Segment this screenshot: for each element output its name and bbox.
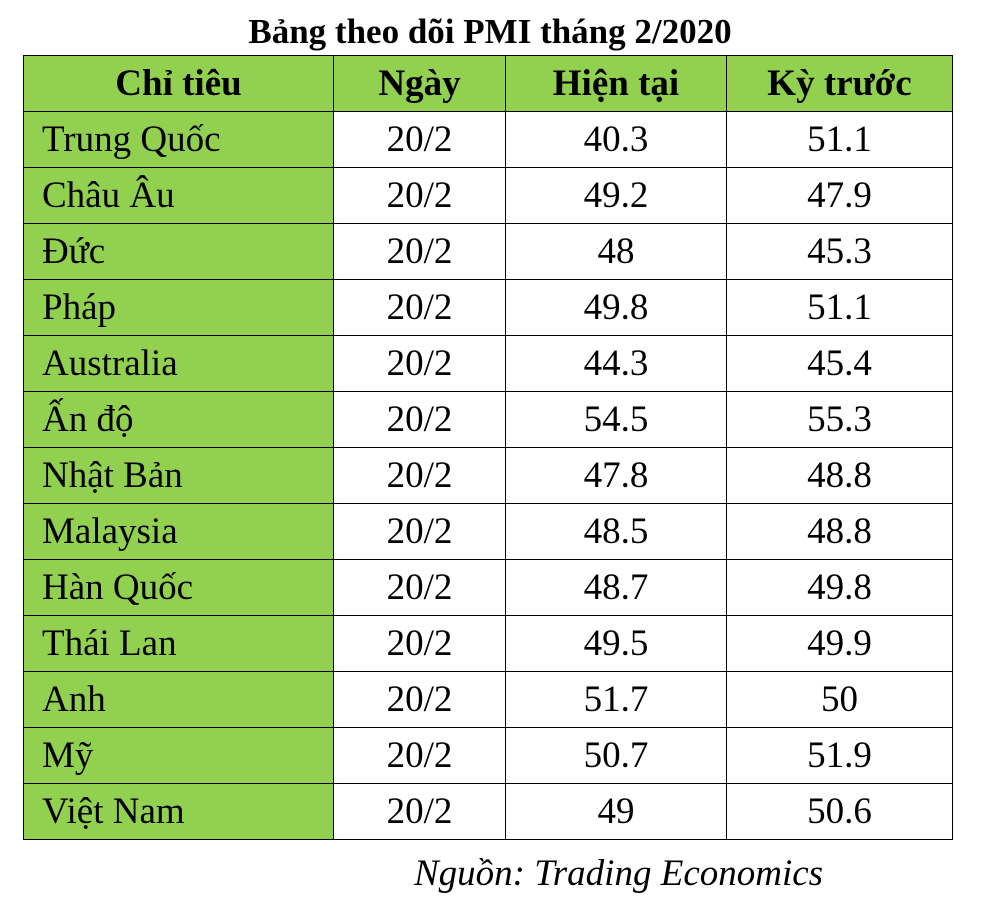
previous-value: 51.1 (726, 111, 953, 168)
country-name: Malaysia (23, 503, 334, 560)
previous-value: 49.8 (726, 559, 953, 616)
current-value: 48 (505, 223, 727, 280)
country-name: Pháp (23, 279, 334, 336)
table-row: Hàn Quốc 20/2 48.7 49.8 (23, 559, 953, 616)
current-value: 40.3 (505, 111, 727, 168)
current-value: 49.8 (505, 279, 727, 336)
date-cell: 20/2 (333, 559, 506, 616)
source-note: Nguồn: Trading Economics (414, 853, 824, 894)
previous-value: 50.6 (726, 783, 953, 840)
table-row: Mỹ 20/2 50.7 51.9 (23, 727, 953, 784)
table-row: Thái Lan 20/2 49.5 49.9 (23, 615, 953, 672)
previous-value: 47.9 (726, 167, 953, 224)
current-value: 49.5 (505, 615, 727, 672)
date-cell: 20/2 (333, 111, 506, 168)
previous-value: 51.9 (726, 727, 953, 784)
previous-value: 48.8 (726, 503, 953, 560)
country-name: Đức (23, 223, 334, 280)
date-cell: 20/2 (333, 727, 506, 784)
table-row: Malaysia 20/2 48.5 48.8 (23, 503, 953, 560)
current-value: 51.7 (505, 671, 727, 728)
header-previous: Kỳ trước (726, 55, 953, 112)
current-value: 49 (505, 783, 727, 840)
country-name: Việt Nam (23, 783, 334, 840)
current-value: 50.7 (505, 727, 727, 784)
country-name: Hàn Quốc (23, 559, 334, 616)
table-row: Việt Nam 20/2 49 50.6 (23, 783, 953, 840)
table-row: Đức 20/2 48 45.3 (23, 223, 953, 280)
table-title: Bảng theo dõi PMI tháng 2/2020 (248, 12, 732, 51)
header-row: Chỉ tiêu Ngày Hiện tại Kỳ trước (23, 55, 953, 112)
country-name: Mỹ (23, 727, 334, 784)
header-current: Hiện tại (505, 55, 727, 112)
country-name: Anh (23, 671, 334, 728)
previous-value: 49.9 (726, 615, 953, 672)
table-row: Australia 20/2 44.3 45.4 (23, 335, 953, 392)
date-cell: 20/2 (333, 391, 506, 448)
current-value: 47.8 (505, 447, 727, 504)
table-row: Trung Quốc 20/2 40.3 51.1 (23, 111, 953, 168)
date-cell: 20/2 (333, 783, 506, 840)
table-row: Châu Âu 20/2 49.2 47.9 (23, 167, 953, 224)
date-cell: 20/2 (333, 447, 506, 504)
previous-value: 45.3 (726, 223, 953, 280)
date-cell: 20/2 (333, 615, 506, 672)
date-cell: 20/2 (333, 167, 506, 224)
date-cell: 20/2 (333, 279, 506, 336)
country-name: Nhật Bản (23, 447, 334, 504)
date-cell: 20/2 (333, 335, 506, 392)
country-name: Trung Quốc (23, 111, 334, 168)
date-cell: 20/2 (333, 223, 506, 280)
header-date: Ngày (333, 55, 506, 112)
table-row: Anh 20/2 51.7 50 (23, 671, 953, 728)
date-cell: 20/2 (333, 503, 506, 560)
country-name: Thái Lan (23, 615, 334, 672)
previous-value: 55.3 (726, 391, 953, 448)
previous-value: 50 (726, 671, 953, 728)
country-name: Châu Âu (23, 167, 334, 224)
country-name: Ấn độ (23, 391, 334, 448)
current-value: 54.5 (505, 391, 727, 448)
country-name: Australia (23, 335, 334, 392)
current-value: 49.2 (505, 167, 727, 224)
previous-value: 48.8 (726, 447, 953, 504)
table-row: Ấn độ 20/2 54.5 55.3 (23, 391, 953, 448)
pmi-table: Chỉ tiêu Ngày Hiện tại Kỳ trước Trung Qu… (23, 55, 953, 840)
date-cell: 20/2 (333, 671, 506, 728)
current-value: 48.5 (505, 503, 727, 560)
table-row: Nhật Bản 20/2 47.8 48.8 (23, 447, 953, 504)
current-value: 44.3 (505, 335, 727, 392)
current-value: 48.7 (505, 559, 727, 616)
table-row: Pháp 20/2 49.8 51.1 (23, 279, 953, 336)
previous-value: 45.4 (726, 335, 953, 392)
header-indicator: Chỉ tiêu (23, 55, 334, 112)
previous-value: 51.1 (726, 279, 953, 336)
